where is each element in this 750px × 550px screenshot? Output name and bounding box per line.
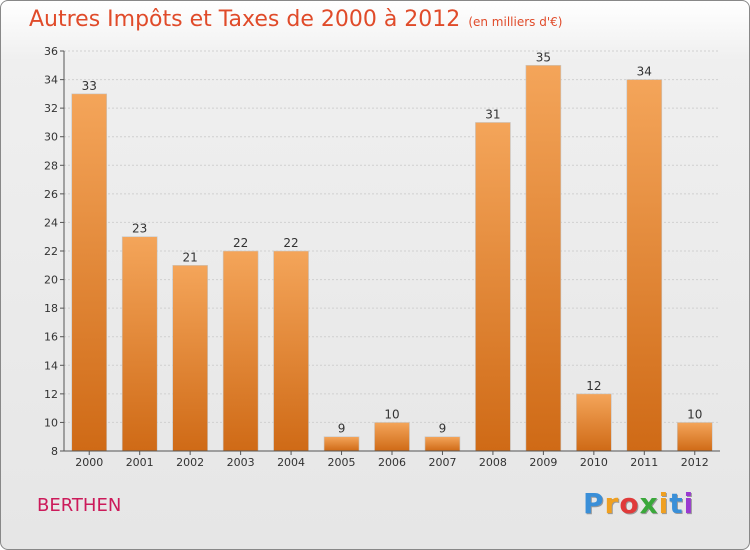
data-label: 34: [637, 65, 652, 79]
bar: [71, 93, 108, 452]
bar: [323, 436, 360, 452]
x-tick-label: 2001: [126, 456, 154, 469]
logo-letter: P: [583, 487, 605, 520]
logo-letter: r: [604, 487, 620, 520]
data-label: 35: [536, 50, 551, 64]
bar: [424, 436, 461, 452]
y-tick-label: 10: [44, 416, 58, 429]
data-label: 33: [82, 79, 97, 93]
bar: [676, 422, 713, 452]
y-tick-label: 24: [44, 216, 58, 229]
y-tick-label: 28: [44, 159, 58, 172]
data-label: 22: [283, 236, 298, 250]
bar: [374, 422, 410, 452]
y-tick-label: 8: [51, 445, 58, 458]
bar: [273, 250, 309, 452]
data-label: 9: [338, 422, 346, 436]
x-tick-label: 2005: [328, 456, 356, 469]
x-tick-label: 2008: [479, 456, 507, 469]
y-tick-label: 26: [44, 188, 58, 201]
data-label: 10: [687, 407, 702, 421]
x-tick-label: 2010: [580, 456, 608, 469]
y-tick-label: 36: [44, 45, 58, 58]
y-tick-label: 30: [44, 131, 58, 144]
data-label: 9: [439, 422, 447, 436]
logo-letter: i: [683, 487, 695, 520]
y-tick-label: 18: [44, 302, 58, 315]
data-label: 10: [384, 407, 399, 421]
bar: [121, 236, 158, 452]
y-tick-label: 14: [44, 359, 58, 372]
y-tick-label: 34: [44, 74, 58, 87]
data-label: 22: [233, 236, 248, 250]
logo-letter: x: [639, 487, 659, 520]
data-label: 31: [485, 107, 500, 121]
x-tick-label: 2012: [681, 456, 709, 469]
bar: [172, 264, 208, 452]
x-tick-label: 2011: [630, 456, 658, 469]
y-tick-label: 32: [44, 102, 58, 115]
x-tick-label: 2006: [378, 456, 406, 469]
x-tick-label: 2002: [176, 456, 204, 469]
bar: [626, 79, 663, 452]
chart-title: Autres Impôts et Taxes de 2000 à 2012 (en…: [29, 7, 562, 32]
y-tick-label: 16: [44, 331, 58, 344]
y-tick-label: 12: [44, 388, 58, 401]
proxiti-logo[interactable]: Proxiti: [583, 487, 694, 520]
y-tick-label: 22: [44, 245, 58, 258]
title-text: Autres Impôts et Taxes de 2000 à 2012: [29, 7, 461, 32]
x-tick-label: 2004: [277, 456, 305, 469]
bar: [222, 250, 259, 452]
x-tick-label: 2009: [529, 456, 557, 469]
bar: [475, 122, 511, 452]
x-tick-label: 2000: [75, 456, 103, 469]
logo-letter: o: [619, 487, 640, 520]
place-name: BERTHEN: [37, 495, 122, 516]
logo-letter: i: [658, 487, 670, 520]
data-label: 12: [586, 379, 601, 393]
y-tick-label: 20: [44, 274, 58, 287]
x-tick-label: 2003: [227, 456, 255, 469]
bar: [525, 64, 562, 452]
data-label: 23: [132, 222, 147, 236]
x-tick-label: 2007: [428, 456, 456, 469]
logo-letter: t: [669, 487, 684, 520]
bar: [576, 393, 612, 452]
chart-subtitle: (en milliers d'€): [468, 15, 563, 29]
data-label: 21: [183, 250, 198, 264]
